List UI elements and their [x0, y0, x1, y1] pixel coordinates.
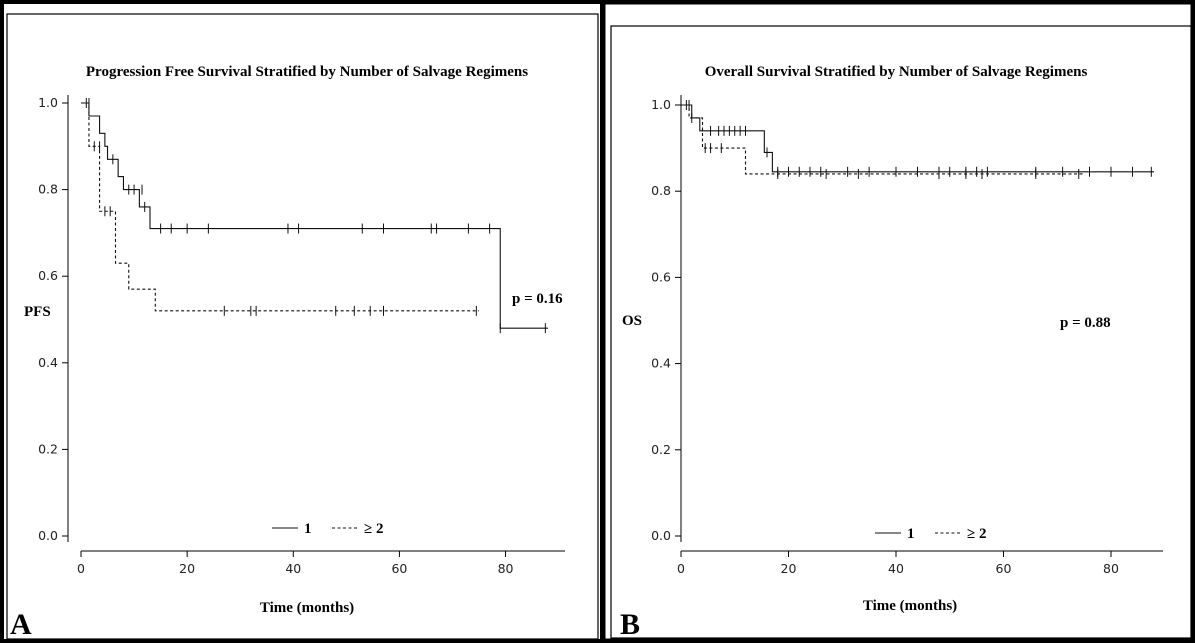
- panel-b-xtick-label: 60: [996, 561, 1012, 576]
- panel-a-legend-label-one: 1: [304, 521, 312, 537]
- panel-b-xtick-label: 0: [677, 561, 685, 576]
- panel-a-legend-label-two-plus: ≥ 2: [364, 521, 383, 537]
- panel-a-ytick-label: 0.2: [38, 441, 58, 456]
- panel-a-plot: 0.0 0.2 0.4 0.6 0.8 1.0 0 20 40 60 80 1 ≥ 2: [38, 95, 565, 576]
- panel-b-series-two-plus-line: [681, 104, 1085, 175]
- panel-a-series-one-line: [81, 102, 548, 329]
- panel-a-inner-border: [6, 13, 599, 640]
- panel-b-pvalue: p = 0.88: [1060, 315, 1111, 331]
- panel-b-ylabel: OS: [622, 313, 642, 329]
- panel-a-ytick-label: 0.4: [38, 355, 58, 370]
- panel-a: Progression Free Survival Stratified by …: [0, 0, 604, 643]
- panel-a-series-two-plus-line: [81, 102, 480, 312]
- panel-b-xtick-label: 20: [781, 561, 797, 576]
- panel-a-xtick-label: 60: [391, 561, 407, 576]
- panel-a-xtick-label: 0: [77, 561, 85, 576]
- panel-a-ylabel: PFS: [24, 304, 51, 320]
- panel-a-letter: A: [10, 608, 32, 641]
- panel-a-ytick-label: 0.8: [38, 182, 58, 197]
- panel-b-legend-label-one: 1: [907, 526, 915, 542]
- panel-b-plot: 0.0 0.2 0.4 0.6 0.8 1.0 0 20 40 60 80 1 ≥ 2: [651, 95, 1163, 576]
- panel-b-xtick-label: 80: [1103, 561, 1119, 576]
- panel-a-ytick-label: 0.6: [38, 268, 58, 283]
- panel-b-title: Overall Survival Stratified by Number of…: [705, 64, 1088, 80]
- panel-a-border: [0, 0, 604, 643]
- panel-b: Overall Survival Stratified by Number of…: [600, 0, 1195, 643]
- panel-b-ytick-label: 0.6: [651, 269, 671, 284]
- panel-a-ytick-label: 0.0: [38, 528, 58, 543]
- panel-b-legend-label-two-plus: ≥ 2: [967, 526, 986, 542]
- panel-b-ytick-label: 0.8: [651, 183, 671, 198]
- panel-b-xtick-label: 40: [888, 561, 904, 576]
- panel-a-ytick-label: 1.0: [38, 95, 58, 110]
- panel-a-xtick-label: 40: [285, 561, 301, 576]
- panel-a-title: Progression Free Survival Stratified by …: [86, 64, 528, 80]
- panel-b-inner-border: [610, 25, 1192, 639]
- panel-a-pvalue: p = 0.16: [512, 291, 563, 307]
- panel-b-border: [600, 0, 1195, 643]
- panel-a-xlabel: Time (months): [260, 600, 354, 616]
- panel-b-letter: B: [620, 608, 640, 641]
- panel-b-series-one-line: [681, 104, 1154, 173]
- panel-b-xlabel: Time (months): [863, 598, 957, 614]
- panel-b-ytick-label: 0.2: [651, 442, 671, 457]
- panel-a-xtick-label: 20: [179, 561, 195, 576]
- panel-b-ytick-label: 1.0: [651, 97, 671, 112]
- panel-a-xtick-label: 80: [498, 561, 514, 576]
- panel-b-ytick-label: 0.0: [651, 528, 671, 543]
- panel-b-ytick-label: 0.4: [651, 356, 671, 371]
